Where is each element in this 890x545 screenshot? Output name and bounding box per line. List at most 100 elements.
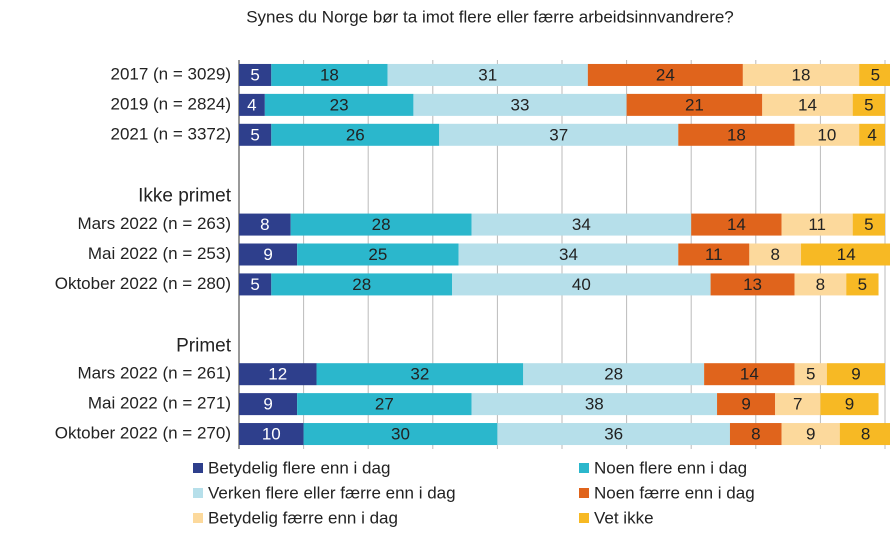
bar-segment	[239, 363, 317, 386]
data-label: 25	[368, 245, 387, 264]
bar-segment	[239, 123, 272, 146]
bar-segment	[290, 213, 472, 236]
data-label: 11	[808, 215, 826, 234]
y-tick-label: Oktober 2022 (n = 280)	[55, 274, 231, 293]
data-label: 5	[871, 65, 880, 84]
legend-label: Verken flere eller færre enn i dag	[208, 483, 456, 502]
data-label: 31	[478, 65, 497, 84]
data-label: 13	[743, 275, 762, 294]
data-label: 9	[851, 365, 860, 384]
bar-segment	[271, 63, 388, 86]
data-label: 4	[867, 125, 876, 144]
bar-segment	[439, 123, 679, 146]
legend-swatch	[193, 513, 203, 523]
data-label: 8	[770, 245, 779, 264]
data-label: 34	[572, 215, 591, 234]
legend-label: Noen færre enn i dag	[594, 483, 755, 502]
legend-label: Betydelig færre enn i dag	[208, 508, 398, 527]
data-label: 10	[262, 425, 281, 444]
data-label: 40	[572, 275, 591, 294]
bar-segment	[239, 393, 298, 416]
data-label: 5	[250, 125, 259, 144]
y-tick-label: Mai 2022 (n = 271)	[88, 394, 231, 413]
bar-segment	[775, 393, 821, 416]
bar-segment	[839, 423, 890, 446]
legend-swatch	[579, 488, 589, 498]
data-label: 5	[806, 365, 815, 384]
y-tick-label: Mai 2022 (n = 253)	[88, 244, 231, 263]
bar-segment	[239, 243, 298, 266]
data-label: 18	[792, 65, 811, 84]
bar-segment	[729, 423, 782, 446]
bar-segment	[781, 423, 840, 446]
data-label: 37	[549, 125, 568, 144]
data-label: 8	[816, 275, 825, 294]
data-label: 14	[837, 245, 856, 264]
bar-segment	[239, 273, 272, 296]
bar-segment	[264, 93, 414, 116]
bar-segment	[794, 123, 860, 146]
bar-segment	[413, 93, 627, 116]
bar-segment	[852, 93, 885, 116]
bar-segment	[794, 363, 827, 386]
data-label: 7	[793, 395, 802, 414]
group-label: Primet	[176, 335, 232, 356]
data-label: 4	[247, 95, 256, 114]
data-label: 32	[410, 365, 429, 384]
data-label: 14	[798, 95, 817, 114]
data-label: 28	[372, 215, 391, 234]
data-label: 36	[604, 425, 623, 444]
y-tick-label: Oktober 2022 (n = 270)	[55, 424, 231, 443]
data-label: 26	[346, 125, 365, 144]
bar-segment	[587, 63, 743, 86]
y-tick-label: Mars 2022 (n = 263)	[77, 214, 231, 233]
data-label: 38	[585, 395, 604, 414]
data-label: 5	[864, 95, 873, 114]
data-label: 30	[391, 425, 410, 444]
data-label: 9	[845, 395, 854, 414]
data-label: 5	[864, 215, 873, 234]
data-label: 8	[751, 425, 760, 444]
legend-swatch	[579, 463, 589, 473]
bar-segment	[297, 393, 472, 416]
data-label: 10	[817, 125, 836, 144]
data-label: 8	[861, 425, 870, 444]
bar-segment	[846, 273, 879, 296]
data-label: 24	[656, 65, 675, 84]
bar-segment	[239, 213, 291, 236]
bar-segment	[852, 213, 885, 236]
bar-segment	[452, 273, 711, 296]
bar-segment	[691, 213, 782, 236]
data-label: 18	[727, 125, 746, 144]
bar-segment	[471, 393, 718, 416]
data-label: 27	[375, 395, 394, 414]
bar-segment	[794, 273, 847, 296]
bar-segment	[239, 423, 304, 446]
data-label: 18	[320, 65, 339, 84]
bar-segment	[859, 123, 885, 146]
bar-segment	[749, 243, 802, 266]
y-tick-label: Mars 2022 (n = 261)	[77, 364, 231, 383]
bar-segment	[239, 63, 272, 86]
bar-segment	[704, 363, 795, 386]
data-label: 12	[268, 365, 287, 384]
data-label: 8	[260, 215, 269, 234]
data-label: 28	[604, 365, 623, 384]
legend-swatch	[193, 463, 203, 473]
bar-segment	[387, 63, 588, 86]
bar-segment	[710, 273, 795, 296]
data-label: 9	[806, 425, 815, 444]
bar-segment	[303, 423, 498, 446]
data-label: 5	[858, 275, 867, 294]
data-label: 23	[330, 95, 349, 114]
chart-title: Synes du Norge bør ta imot flere eller f…	[246, 7, 734, 26]
bar-segment	[820, 393, 879, 416]
bar-segment	[859, 63, 890, 86]
data-label: 11	[705, 245, 723, 264]
bar-segment	[271, 123, 440, 146]
legend-label: Noen flere enn i dag	[594, 458, 747, 477]
bar-segment	[316, 363, 524, 386]
bar-segment	[678, 243, 750, 266]
data-label: 14	[727, 215, 746, 234]
